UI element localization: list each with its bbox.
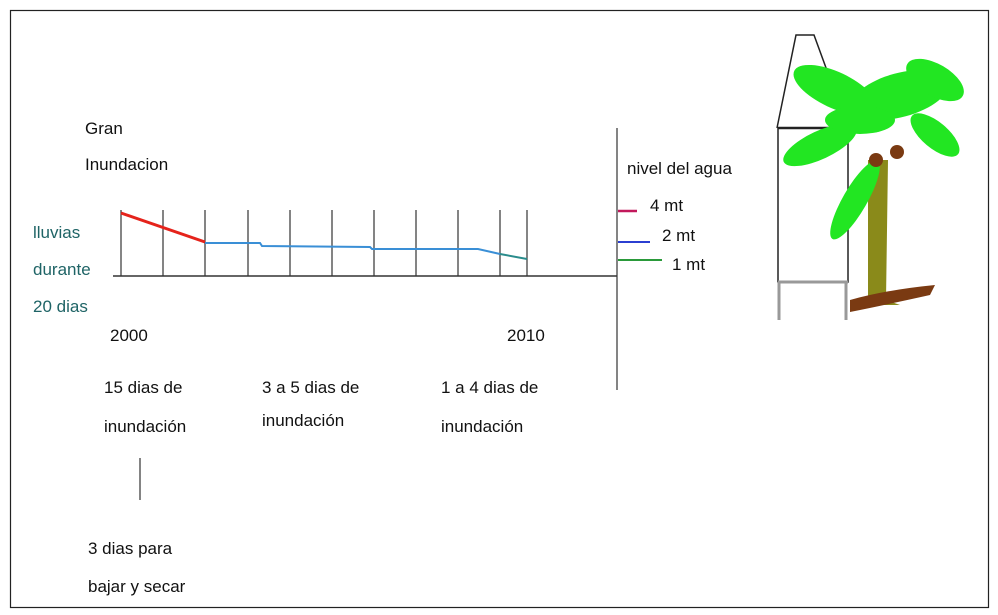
rain-note: durante — [33, 260, 91, 279]
drying-note: 3 dias para — [88, 539, 173, 558]
period-label: inundación — [262, 411, 344, 430]
period-label: 3 a 5 dias de — [262, 378, 359, 397]
title-line: Gran — [85, 119, 123, 138]
level-label: 1 mt — [672, 255, 705, 274]
drying-note: bajar y secar — [88, 577, 186, 596]
level-label: 4 mt — [650, 196, 683, 215]
year-label: 2000 — [110, 326, 148, 345]
water-level-title: nivel del agua — [627, 159, 732, 178]
level-label: 2 mt — [662, 226, 695, 245]
period-label: 1 a 4 dias de — [441, 378, 538, 397]
period-label: inundación — [104, 417, 186, 436]
period-label: inundación — [441, 417, 523, 436]
year-label: 2010 — [507, 326, 545, 345]
diagram: Gran Inundacion lluvias durante 20 dias … — [0, 0, 998, 615]
rain-note: 20 dias — [33, 297, 88, 316]
title-line: Inundacion — [85, 155, 168, 174]
rain-note: lluvias — [33, 223, 80, 242]
period-label: 15 dias de — [104, 378, 182, 397]
